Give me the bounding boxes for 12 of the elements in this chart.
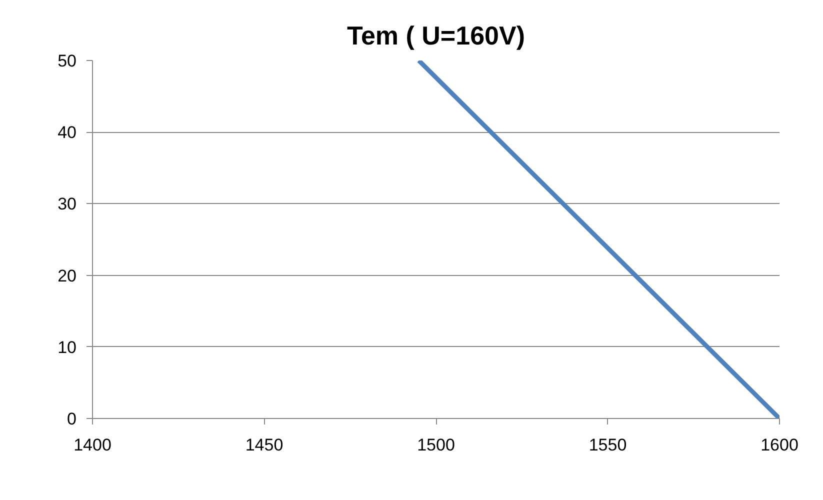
chart-title: Tem ( U=160V) <box>347 20 525 50</box>
x-tick-label: 1450 <box>245 436 284 454</box>
x-tick-label: 1550 <box>588 436 627 454</box>
y-tick-label: 10 <box>58 338 77 357</box>
y-tick-label: 30 <box>58 194 77 214</box>
x-tick-label: 1600 <box>760 436 798 454</box>
y-tick-label: 40 <box>58 123 77 142</box>
y-tick-label: 50 <box>58 52 77 70</box>
y-tick-label: 0 <box>67 410 77 428</box>
y-tick-label: 20 <box>58 266 77 286</box>
x-tick-label: 1500 <box>417 436 455 454</box>
x-tick-label: 1400 <box>74 436 112 454</box>
